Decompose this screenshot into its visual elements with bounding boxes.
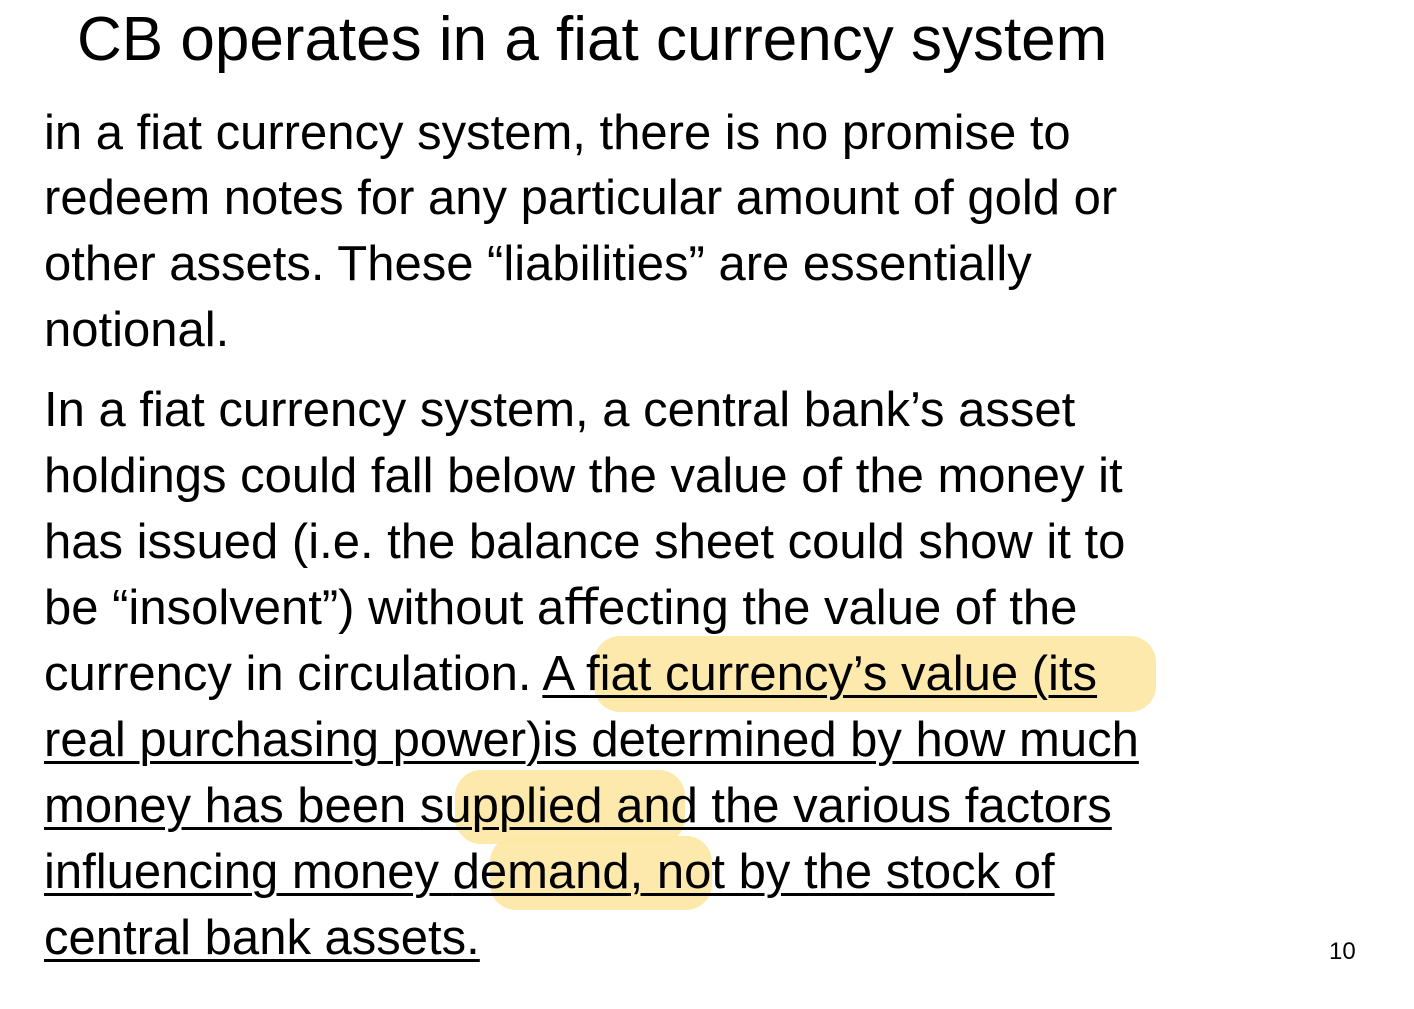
highlighted-word-supplied: supplied [419,779,603,833]
paragraph-2-line: be “insolvent”) without aﬀecting the val… [44,581,1078,635]
underlined-text: A fiat currency’s value (its [542,647,1098,701]
paragraph-2-line: has issued (i.e. the balance sheet could… [44,515,1126,569]
paragraph-1-line: other assets. These “liabilities” are es… [44,237,1032,291]
paragraph-2-line: currency in circulation. A fiat currency… [44,644,1097,704]
paragraph-1-line: in a fiat currency system, there is no p… [44,106,1071,160]
highlighted-word-demand: demand [452,845,630,899]
underlined-text: and the various factors [602,779,1112,833]
highlight-supplied [455,770,685,844]
page-number: 10 [1329,938,1356,965]
highlight-demand [490,836,712,910]
paragraph-2-line: holdings could fall below the value of t… [44,449,1123,503]
underlined-text: influencing money [44,845,453,899]
plain-text: currency in circulation. [44,647,543,701]
paragraph-2-line: central bank assets. [44,911,480,965]
paragraph-1-line: redeem notes for any particular amount o… [44,171,1118,225]
highlight-fiat-value [594,636,1156,712]
paragraph-2-line: real purchasing power)is determined by h… [44,713,1139,767]
paragraph-2-line: In a fiat currency system, a central ban… [44,383,1076,437]
slide-title: CB operates in a fiat currency system [77,5,1108,74]
paragraph-1-line: notional. [44,303,230,357]
paragraph-2-line: influencing money demand, not by the sto… [44,842,1055,902]
underlined-text: , not by the stock of [629,845,1055,899]
underlined-text: money has been [44,779,420,833]
paragraph-2-line: money has been supplied and the various … [44,776,1112,836]
